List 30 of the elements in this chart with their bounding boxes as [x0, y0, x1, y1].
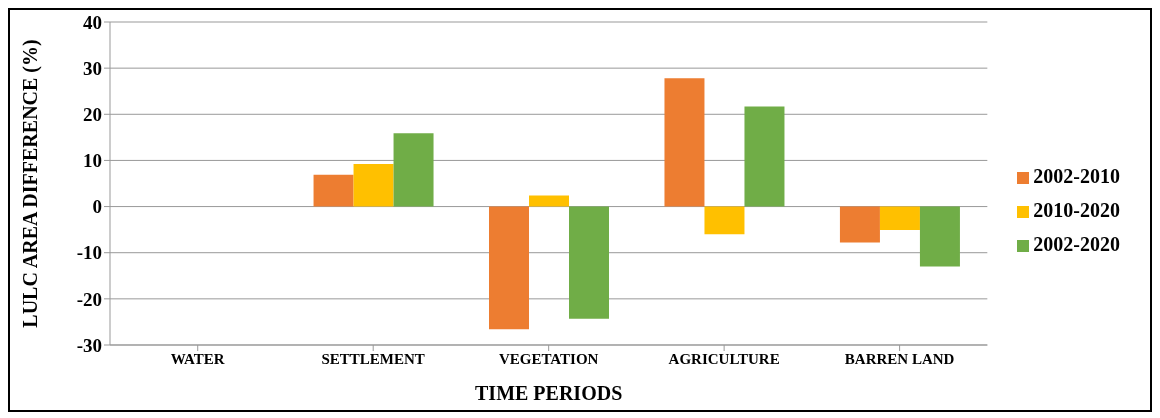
bar	[313, 174, 354, 207]
bar	[569, 206, 610, 319]
y-tick-label: -10	[76, 242, 102, 264]
x-tick-label: BARREN LAND	[844, 350, 955, 367]
x-tick-label: AGRICULTURE	[668, 350, 780, 367]
legend-label: 2002-2010	[1033, 165, 1120, 187]
bar	[393, 133, 434, 207]
bar	[664, 78, 705, 207]
bar	[879, 206, 920, 231]
bar	[489, 206, 530, 330]
y-tick-label: 40	[83, 11, 102, 33]
bar	[529, 195, 570, 207]
y-tick-label: -30	[76, 334, 102, 356]
x-tick-label: VEGETATION	[498, 350, 599, 367]
bar	[839, 206, 880, 243]
y-axis-title: LULC AREA DIFFERENCE (%)	[19, 39, 43, 328]
legend-label: 2010-2020	[1033, 199, 1120, 221]
bar	[744, 106, 785, 207]
y-tick-label: 30	[83, 57, 102, 79]
bar	[704, 206, 745, 235]
y-tick-label: 10	[83, 150, 102, 172]
x-tick-label: SETTLEMENT	[321, 350, 425, 367]
x-axis-title: TIME PERIODS	[475, 382, 623, 404]
y-tick-label: 20	[83, 104, 102, 126]
bar	[353, 164, 394, 207]
y-tick-label: -20	[76, 288, 102, 310]
x-tick-label: WATER	[170, 350, 225, 367]
bar	[919, 206, 960, 267]
legend-label: 2002-2020	[1033, 233, 1120, 255]
y-tick-label: 0	[92, 196, 102, 218]
